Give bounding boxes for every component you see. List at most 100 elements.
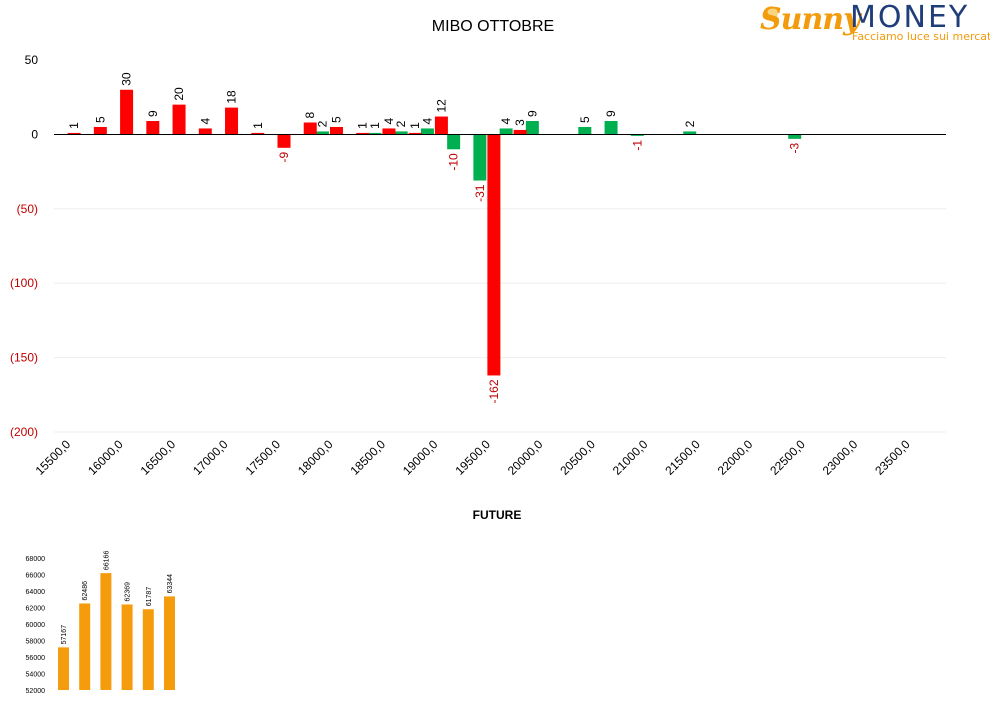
future-bars [58, 573, 175, 690]
data-label: 1 [408, 122, 422, 129]
future-y-tick-label: 62000 [26, 606, 46, 613]
future-data-label: 57167 [61, 625, 68, 645]
x-tick-label: 23500,0 [872, 437, 913, 478]
x-axis: 15500,0 16000,0 16500,0 17000,0 17500,0 18000… [33, 437, 913, 478]
x-tick-label: 18500,0 [347, 437, 388, 478]
x-tick-label: 19000,0 [400, 437, 441, 478]
future-y-tick-label: 56000 [26, 655, 46, 662]
chart-title: MIBO OTTOBRE [432, 18, 554, 35]
future-y-tick-label: 58000 [26, 639, 46, 646]
future-y-tick-label: 52000 [26, 688, 46, 695]
future-data-label: 62369 [125, 582, 132, 602]
data-label: -31 [473, 184, 487, 202]
y-tick-label: (150) [10, 351, 38, 365]
x-tick-label: 17000,0 [190, 437, 231, 478]
x-tick-label: 17500,0 [243, 437, 284, 478]
data-label: -9 [277, 151, 291, 162]
data-label: -162 [487, 379, 501, 403]
bar [525, 121, 539, 135]
future-data-label: 62486 [82, 581, 89, 601]
future-y-tick-label: 54000 [26, 672, 46, 679]
future-chart: FUTURE 52000 54000 56000 58000 60000 62000 640… [26, 508, 522, 695]
future-bar [100, 573, 112, 690]
data-label: 9 [525, 110, 539, 117]
data-label: -10 [447, 153, 461, 171]
data-label: 4 [382, 117, 396, 124]
future-bar [164, 596, 175, 690]
x-tick-label: 16500,0 [138, 437, 179, 478]
bar [630, 134, 644, 136]
bar [315, 131, 329, 135]
bar [303, 122, 317, 135]
data-label: -3 [788, 143, 802, 154]
x-tick-label: 21000,0 [610, 437, 651, 478]
bar [473, 134, 487, 181]
bar [172, 104, 186, 135]
bar [382, 128, 396, 135]
y-tick-label: (200) [10, 425, 38, 439]
data-label: 1 [368, 122, 382, 129]
bar [67, 132, 81, 135]
future-y-axis: 52000 54000 56000 58000 60000 62000 64000 66000… [26, 556, 46, 695]
bar [368, 132, 382, 135]
y-tick-label: 50 [25, 53, 39, 67]
bar [408, 132, 422, 135]
bar [356, 132, 370, 135]
data-label: 1 [251, 122, 265, 129]
y-tick-label: 0 [31, 127, 38, 141]
y-axis: 50 0 (50) (100) (150) (200) [10, 53, 38, 439]
future-y-tick-label: 64000 [26, 589, 46, 596]
data-label: -1 [630, 140, 644, 151]
data-label: 5 [329, 116, 343, 123]
x-tick-label: 22500,0 [767, 437, 808, 478]
logo-money-text: MONEY [850, 0, 970, 35]
bar [225, 107, 239, 135]
future-data-labels: 57167 62486 66166 62369 61787 63344 [61, 551, 174, 645]
bar [394, 131, 408, 135]
bar [434, 116, 448, 135]
future-y-tick-label: 60000 [26, 622, 46, 629]
logo-sunny-text: Sunny [760, 2, 861, 37]
logo-tagline: Facciamo luce sui mercati [852, 30, 990, 43]
data-label: 30 [120, 72, 134, 86]
data-label: 8 [303, 111, 317, 118]
bar [604, 121, 618, 135]
data-label: 2 [683, 120, 697, 127]
options-chart: MIBO OTTOBRE 500(50)(100)(150)(200) 1550… [10, 18, 946, 478]
data-label: 3 [513, 119, 527, 126]
x-tick-label: 15500,0 [33, 437, 74, 478]
data-label: 2 [315, 120, 329, 127]
future-y-tick-label: 66000 [26, 573, 46, 580]
bar [93, 126, 107, 135]
x-tick-label: 23000,0 [820, 437, 861, 478]
bar [513, 129, 527, 135]
x-tick-label: 19500,0 [452, 437, 493, 478]
bars [67, 89, 802, 376]
sun-icon [764, 6, 778, 20]
bar [198, 128, 212, 135]
x-tick-label: 16000,0 [85, 437, 126, 478]
x-tick-label: 22000,0 [715, 437, 756, 478]
x-tick-label: 18000,0 [295, 437, 336, 478]
y-tick-label: (100) [10, 276, 38, 290]
data-label: 2 [394, 120, 408, 127]
data-label: 9 [146, 110, 160, 117]
bar [251, 132, 265, 135]
data-label: 1 [356, 122, 370, 129]
future-bar [58, 647, 69, 690]
bar [329, 126, 343, 135]
x-tick-label: 20000,0 [505, 437, 546, 478]
future-bar [121, 604, 133, 690]
data-label: 5 [578, 116, 592, 123]
future-title: FUTURE [473, 508, 522, 522]
data-label: 4 [499, 117, 513, 124]
data-label: 1 [67, 122, 81, 129]
data-label: 20 [172, 87, 186, 101]
x-tick-label: 20500,0 [557, 437, 598, 478]
x-tick-label: 21500,0 [662, 437, 703, 478]
bar [487, 134, 501, 376]
bar [578, 126, 592, 135]
future-data-label: 61787 [146, 587, 153, 607]
bar [120, 89, 134, 135]
data-label: 5 [93, 116, 107, 123]
